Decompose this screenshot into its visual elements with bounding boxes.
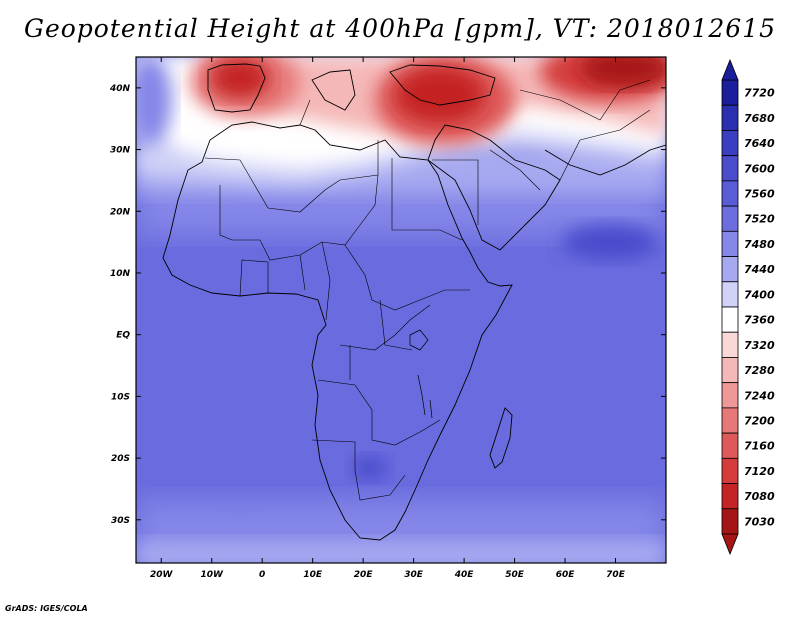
colorbar-swatch — [721, 357, 739, 384]
colorbar-label: 7720 — [744, 87, 775, 100]
colorbar-swatch — [721, 382, 739, 409]
colorbar-label: 7320 — [744, 339, 775, 352]
colorbar-swatch — [721, 306, 739, 333]
lon-tick-label: 70E — [606, 570, 626, 580]
map-frame — [135, 56, 667, 564]
colorbar-label: 7280 — [744, 364, 775, 377]
map-title: Geopotential Height at 400hPa [gpm], VT:… — [23, 14, 777, 43]
lon-tick-label: 60E — [556, 570, 576, 580]
colorbar-label: 7200 — [744, 415, 775, 428]
height-field — [136, 57, 666, 563]
colorbar-label: 7480 — [744, 238, 775, 251]
colorbar-label: 7400 — [744, 288, 775, 301]
lat-tick-label: 30N — [110, 146, 131, 156]
lon-tick-label: 50E — [505, 570, 525, 580]
colorbar-label: 7680 — [744, 112, 775, 125]
colorbar-swatch — [721, 104, 739, 131]
grads-credit: GrADS: IGES/COLA — [5, 604, 88, 613]
lon-tick-label: 20E — [354, 570, 374, 580]
colorbar-label: 7240 — [744, 389, 775, 402]
colorbar: 7720 7680 7640 7600 7560 7520 7480 7440 7400 7360… — [721, 58, 775, 556]
colorbar-label: 7600 — [744, 162, 775, 175]
colorbar-swatch — [721, 457, 739, 484]
coastlines — [162, 63, 666, 541]
latitude-ticks: 40N 30N 20N 10N EQ 10S 20S 30S — [109, 84, 666, 526]
colorbar-swatch — [721, 230, 739, 257]
lat-tick-label: 10S — [111, 392, 130, 402]
lat-tick-label: 40N — [109, 84, 131, 94]
colorbar-swatch — [721, 331, 739, 358]
colorbar-swatch — [721, 155, 739, 182]
colorbar-label: 7080 — [744, 490, 775, 503]
lat-tick-label: 20N — [110, 207, 131, 217]
colorbar-label: 7520 — [744, 213, 775, 226]
colorbar-bottom-arrow — [721, 533, 739, 556]
colorbar-label: 7640 — [744, 137, 775, 150]
longitude-ticks: 20W 10W 0 10E 20E 30E 40E 50E 60E 70E — [150, 57, 626, 580]
colorbar-swatch — [721, 79, 739, 106]
lat-tick-label: 20S — [111, 454, 130, 464]
colorbar-label: 7120 — [744, 465, 775, 478]
colorbar-swatch — [721, 180, 739, 207]
lat-tick-label: EQ — [116, 331, 130, 341]
lon-tick-label: 0 — [259, 570, 265, 580]
colorbar-swatch — [721, 483, 739, 510]
colorbar-top-arrow — [721, 58, 739, 81]
colorbar-swatch — [721, 432, 739, 459]
lon-tick-label: 10W — [200, 570, 224, 580]
lakes — [409, 329, 433, 419]
country-borders — [204, 79, 651, 501]
lon-tick-label: 30E — [404, 570, 424, 580]
colorbar-label: 7030 — [744, 515, 775, 528]
colorbar-label: 7360 — [744, 314, 775, 327]
colorbar-label: 7440 — [744, 263, 775, 276]
colorbar-swatch — [721, 508, 739, 535]
lat-tick-label: 30S — [111, 516, 130, 526]
colorbar-label: 7560 — [744, 188, 775, 201]
colorbar-swatch — [721, 205, 739, 232]
colorbar-swatch — [721, 130, 739, 157]
lon-tick-label: 10E — [303, 570, 323, 580]
lon-tick-label: 40E — [454, 570, 475, 580]
colorbar-swatch — [721, 281, 739, 308]
colorbar-swatch — [721, 256, 739, 283]
colorbar-swatch — [721, 407, 739, 434]
lat-tick-label: 10N — [110, 269, 131, 279]
colorbar-label: 7160 — [744, 440, 775, 453]
lon-tick-label: 20W — [150, 570, 174, 580]
